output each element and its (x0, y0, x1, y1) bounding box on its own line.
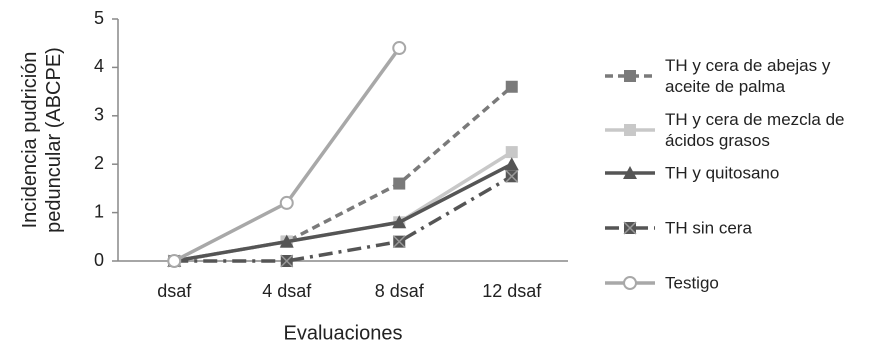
y-tick-label: 3 (94, 105, 104, 125)
marker (505, 169, 519, 183)
y-tick-label: 4 (94, 56, 104, 76)
marker (505, 146, 518, 159)
marker-cross (280, 254, 294, 268)
x-axis-title: Evaluaciones (284, 322, 403, 344)
marker (505, 80, 518, 93)
marker (623, 276, 637, 290)
marker-shape (624, 124, 636, 136)
marker (392, 215, 407, 229)
marker-cross (505, 169, 519, 183)
y-axis-title: Incidencia pudrición peduncular (ABCPE) (19, 47, 65, 233)
marker (279, 234, 294, 248)
series-line (174, 174, 513, 263)
marker (623, 166, 637, 179)
x-tick-label: dsaf (157, 281, 192, 301)
x-tick-label: 8 dsaf (375, 281, 425, 301)
marker (504, 157, 519, 171)
legend-label: TH y cera de abejas y aceite de palma (665, 56, 831, 96)
marker (624, 124, 636, 136)
series-line (173, 162, 513, 263)
legend-label: TH sin cera (665, 218, 752, 238)
marker-cross (392, 235, 406, 249)
x-tick-label: 4 dsaf (262, 281, 312, 301)
marker-shape (624, 70, 636, 82)
marker (279, 195, 294, 210)
marker (392, 235, 406, 249)
marker-shape (505, 80, 518, 93)
marker (392, 41, 407, 56)
marker-shape (393, 177, 406, 190)
y-tick-label: 2 (94, 153, 104, 173)
x-tick-label: 12 dsaf (482, 281, 542, 301)
marker (167, 254, 182, 268)
marker (623, 221, 637, 235)
marker-shape (505, 146, 518, 159)
legend-label: TH y cera de mezcla de ácidos grasos (665, 110, 845, 150)
marker (393, 177, 406, 190)
y-tick-label: 0 (94, 250, 104, 270)
legend-label: TH y quitosano (665, 163, 780, 183)
y-tick-label: 5 (94, 8, 104, 28)
legend-label: Testigo (665, 273, 719, 293)
y-tick-label: 1 (94, 201, 104, 221)
marker (624, 70, 636, 82)
marker (280, 254, 294, 268)
marker-cross (623, 221, 637, 235)
